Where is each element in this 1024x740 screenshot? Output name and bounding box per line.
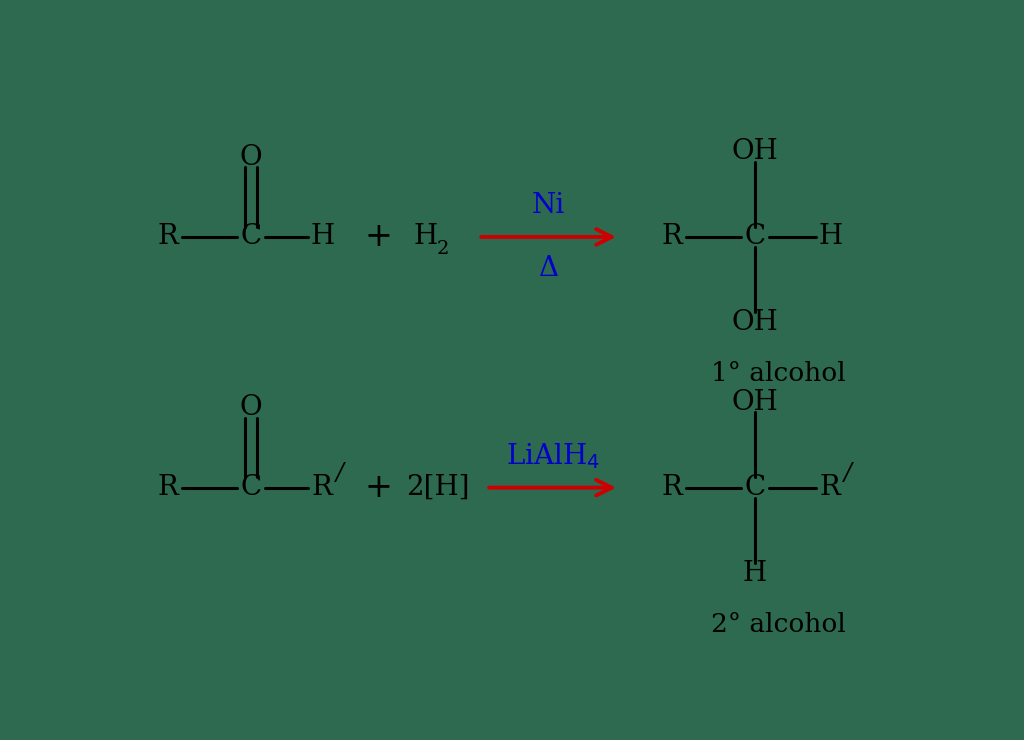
Text: 2° alcohol: 2° alcohol — [712, 612, 846, 637]
Text: OH: OH — [731, 388, 778, 416]
Text: 2: 2 — [437, 240, 450, 258]
Text: +: + — [365, 471, 392, 504]
Text: H: H — [818, 223, 843, 250]
Text: R: R — [662, 474, 682, 501]
Text: +: + — [365, 221, 392, 253]
Text: C: C — [744, 474, 766, 501]
Text: R: R — [158, 223, 178, 250]
Text: O: O — [240, 394, 262, 421]
Text: R: R — [158, 474, 178, 501]
Text: R: R — [312, 474, 333, 501]
Text: 1° alcohol: 1° alcohol — [712, 361, 846, 386]
Text: 2[H]: 2[H] — [406, 474, 469, 501]
Text: H: H — [414, 223, 437, 250]
Text: /: / — [336, 462, 344, 485]
Text: C: C — [241, 474, 261, 501]
Text: R: R — [820, 474, 841, 501]
Text: H: H — [310, 223, 335, 250]
Text: Ni: Ni — [532, 192, 565, 219]
Text: H: H — [742, 559, 767, 587]
Text: LiAlH$_4$: LiAlH$_4$ — [506, 442, 600, 471]
Text: OH: OH — [731, 309, 778, 336]
Text: OH: OH — [731, 138, 778, 165]
Text: C: C — [241, 223, 261, 250]
Text: /: / — [844, 462, 852, 485]
Text: O: O — [240, 144, 262, 171]
Text: Δ: Δ — [539, 255, 559, 282]
Text: R: R — [662, 223, 682, 250]
Text: C: C — [744, 223, 766, 250]
